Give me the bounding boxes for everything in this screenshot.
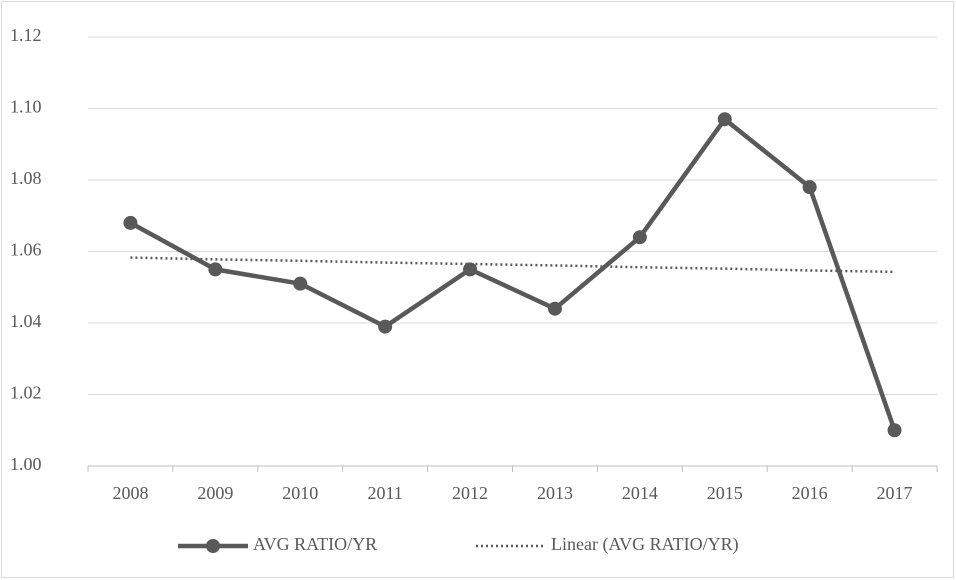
x-tick-label: 2016	[792, 483, 828, 503]
point-marker	[802, 180, 817, 195]
y-tick-label: 1.06	[10, 240, 42, 260]
series-line	[130, 256, 895, 274]
x-tick-label: 2011	[367, 483, 402, 503]
y-tick-label: 1.12	[10, 25, 42, 45]
y-tick-label: 1.04	[10, 311, 42, 331]
y-tick-label: 1.00	[10, 454, 42, 474]
x-tick-label: 2013	[537, 483, 573, 503]
y-tick-label: 1.10	[10, 97, 42, 117]
point-marker	[632, 230, 647, 245]
point-marker	[208, 262, 223, 277]
point-marker	[123, 215, 138, 230]
point-marker	[378, 319, 393, 334]
x-tick-label: 2014	[622, 483, 658, 503]
point-marker	[293, 276, 308, 291]
y-tick-label: 1.08	[10, 168, 42, 188]
x-tick-label: 2015	[707, 483, 743, 503]
x-tick-label: 2009	[197, 483, 233, 503]
y-tick-label: 1.02	[10, 383, 42, 403]
x-tick-label: 2017	[877, 483, 913, 503]
legend-marker	[206, 539, 220, 553]
x-tick-label: 2012	[452, 483, 488, 503]
point-marker	[463, 262, 478, 277]
x-tick-label: 2010	[282, 483, 318, 503]
point-marker	[547, 301, 562, 316]
legend-label: Linear (AVG RATIO/YR)	[551, 534, 739, 555]
x-tick-label: 2008	[112, 483, 148, 503]
point-marker	[717, 112, 732, 127]
series-line	[129, 116, 897, 431]
legend-label: AVG RATIO/YR	[253, 534, 377, 554]
point-marker	[887, 423, 902, 438]
